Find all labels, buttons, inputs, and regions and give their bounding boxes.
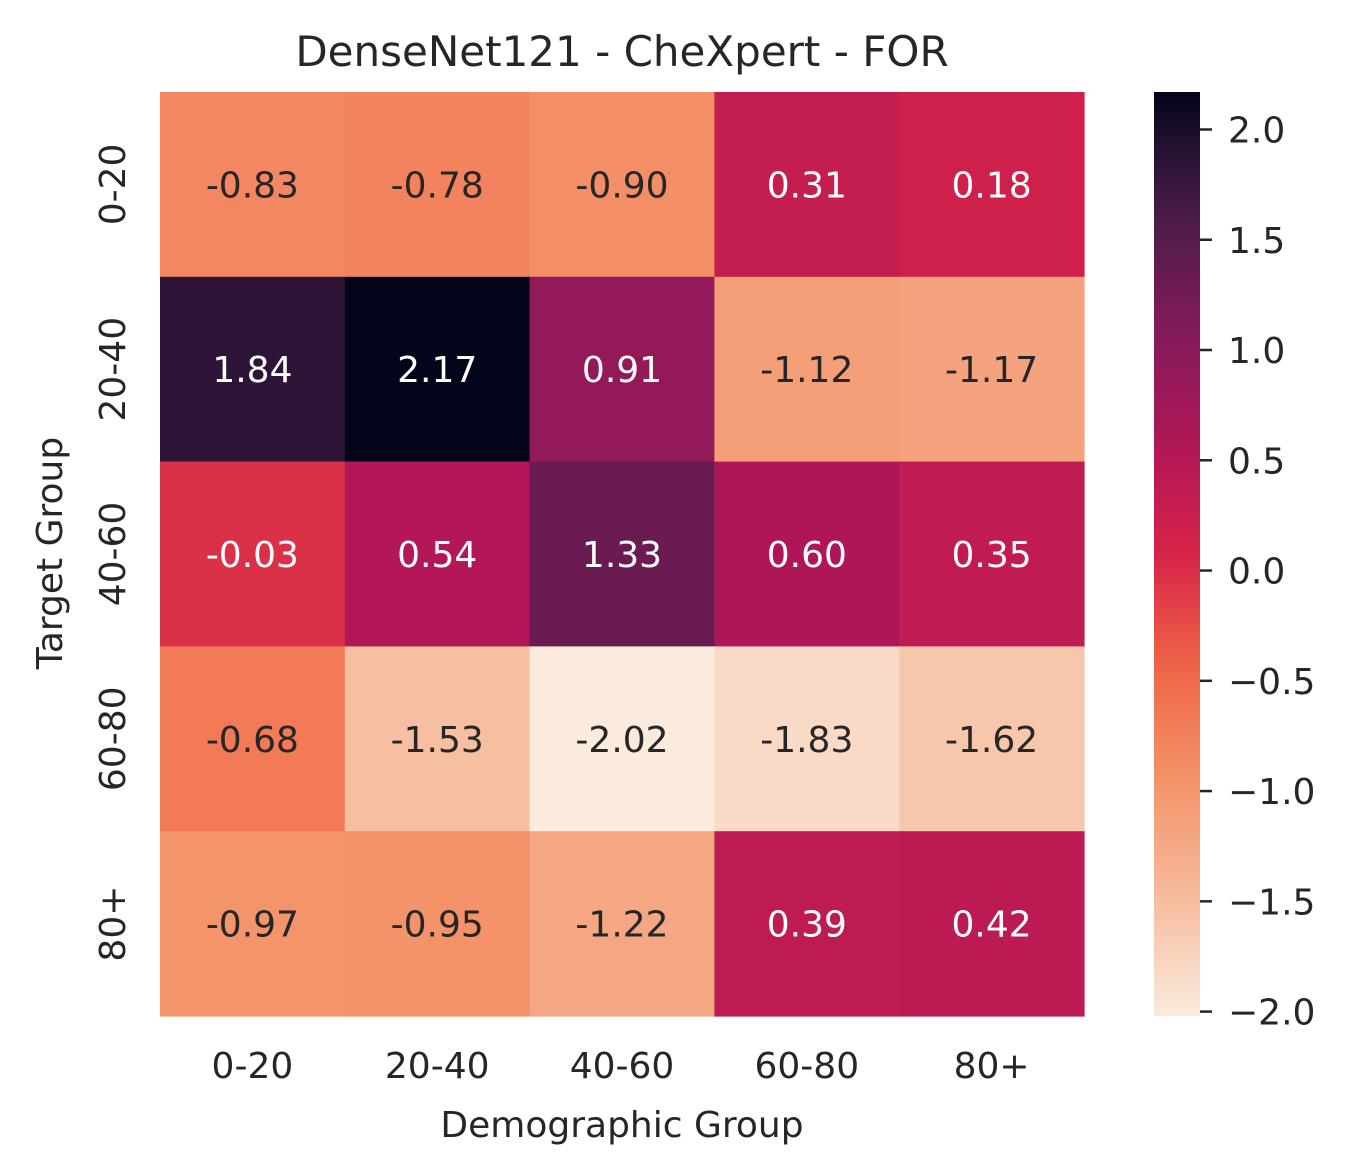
heatmap-cell [160, 646, 346, 832]
heatmap-cell [899, 831, 1085, 1017]
heatmap-cell [529, 461, 715, 647]
cell-value-label: -1.12 [760, 350, 853, 391]
y-tick-label: 40-60 [93, 502, 134, 607]
colorbar-tick-label: −1.0 [1228, 772, 1315, 813]
cell-value-label: -0.97 [206, 905, 299, 946]
heatmap-cell [899, 646, 1085, 832]
y-axis-ticks: 0-20 20-40 40-60 60-80 80+ [93, 144, 134, 962]
heatmap-cell [899, 92, 1085, 278]
cell-value-label: -0.68 [206, 720, 299, 761]
heatmap-cell [714, 461, 900, 647]
cell-value-label: 0.35 [952, 535, 1032, 576]
y-tick-label: 80+ [93, 886, 134, 962]
x-tick-label: 20-40 [385, 1046, 490, 1087]
cell-value-label: -0.78 [391, 165, 484, 206]
y-tick-label: 0-20 [93, 144, 134, 226]
x-tick-label: 0-20 [212, 1046, 294, 1087]
cell-value-label: -0.83 [206, 165, 299, 206]
heatmap-cell [160, 461, 346, 647]
colorbar [1154, 92, 1200, 1016]
colorbar-tick-label: −2.0 [1228, 993, 1315, 1034]
colorbar-tick-label: 0.0 [1228, 552, 1285, 593]
cell-value-label: -1.22 [575, 905, 668, 946]
heatmap-cell [529, 276, 715, 463]
y-axis-label: Target Group [30, 437, 71, 670]
heatmap-cell [529, 831, 715, 1017]
cell-value-label: -1.17 [945, 350, 1038, 391]
heatmap-cell [714, 92, 900, 278]
cell-value-label: 0.42 [952, 905, 1032, 946]
colorbar-tick-label: −0.5 [1228, 662, 1315, 703]
chart-title: DenseNet121 - CheXpert - FOR [295, 27, 948, 76]
heatmap-cell [344, 831, 531, 1017]
colorbar-tick-label: 1.5 [1228, 221, 1285, 262]
cell-value-label: 0.54 [397, 535, 477, 576]
y-tick-label: 20-40 [93, 317, 134, 422]
cell-value-label: -1.53 [391, 720, 484, 761]
heatmap-cell [714, 646, 900, 832]
heatmap-cell [160, 276, 346, 463]
cell-value-label: -0.90 [575, 165, 668, 206]
y-tick-label: 60-80 [93, 686, 134, 791]
cell-value-label: -1.83 [760, 720, 853, 761]
heatmap-cell [160, 92, 346, 278]
x-axis-label: Demographic Group [440, 1105, 803, 1146]
cell-value-label: 1.84 [212, 350, 292, 391]
cell-value-label: -2.02 [575, 720, 668, 761]
heatmap-cell [344, 461, 531, 647]
x-axis-ticks: 0-20 20-40 40-60 60-80 80+ [212, 1046, 1030, 1087]
heatmap-cell [344, 92, 531, 278]
colorbar-ticks: 2.0 1.5 1.0 0.5 0.0 −0.5 −1.0 −1.5 −2.0 [1200, 110, 1315, 1034]
cell-value-label: -0.95 [391, 905, 484, 946]
colorbar-tick-label: 0.5 [1228, 441, 1285, 482]
heatmap-cell [160, 831, 346, 1017]
heatmap-cells: -0.83 -0.78 -0.90 0.31 0.18 1.84 2.17 0.91 -1.12… [160, 92, 1085, 1017]
cell-value-label: 0.60 [767, 535, 847, 576]
cell-value-label: -1.62 [945, 720, 1038, 761]
heatmap-cell [714, 276, 900, 463]
x-tick-label: 60-80 [754, 1046, 859, 1087]
heatmap-cell [899, 276, 1085, 463]
cell-value-label: 0.91 [582, 350, 662, 391]
colorbar-tick-label: 1.0 [1228, 331, 1285, 372]
cell-value-label: 0.31 [767, 165, 847, 206]
cell-value-label: 0.39 [767, 905, 847, 946]
heatmap-cell [899, 461, 1085, 647]
cell-value-label: 0.18 [952, 165, 1032, 206]
heatmap-cell [714, 831, 900, 1017]
heatmap-cell [529, 92, 715, 278]
x-tick-label: 40-60 [570, 1046, 675, 1087]
heatmap-cell [529, 646, 715, 832]
cell-value-label: 2.17 [397, 350, 477, 391]
cell-value-label: -0.03 [206, 535, 299, 576]
heatmap-cell [344, 646, 531, 832]
colorbar-tick-label: 2.0 [1228, 110, 1285, 151]
cell-value-label: 1.33 [582, 535, 662, 576]
heatmap-cell [344, 276, 531, 463]
colorbar-tick-label: −1.5 [1228, 882, 1315, 923]
x-tick-label: 80+ [954, 1046, 1030, 1087]
